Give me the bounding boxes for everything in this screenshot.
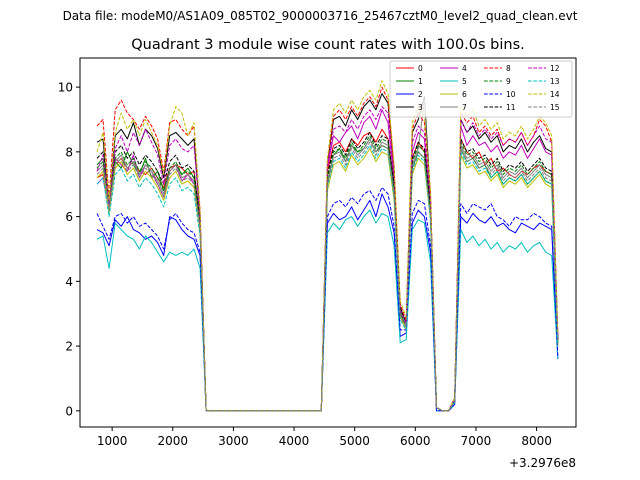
legend-label-13: 13 bbox=[550, 77, 560, 86]
y-tick-label: 10 bbox=[58, 81, 73, 95]
legend-label-6: 6 bbox=[462, 90, 467, 99]
legend-label-7: 7 bbox=[462, 103, 467, 112]
data-file-label: Data file: modeM0/AS1A09_085T02_90000037… bbox=[63, 9, 578, 23]
x-tick-label: 4000 bbox=[279, 434, 310, 448]
y-tick-label: 6 bbox=[65, 210, 73, 224]
y-tick-label: 0 bbox=[65, 404, 73, 418]
y-axis: 0 2 4 6 8 10 bbox=[58, 81, 80, 418]
x-tick-label: 2000 bbox=[157, 434, 188, 448]
y-tick-label: 4 bbox=[65, 275, 73, 289]
legend-label-12: 12 bbox=[550, 64, 560, 73]
legend-label-11: 11 bbox=[506, 103, 516, 112]
chart-title: Quadrant 3 module wise count rates with … bbox=[131, 37, 525, 53]
series-line-2 bbox=[96, 193, 559, 412]
legend-label-10: 10 bbox=[506, 90, 516, 99]
x-tick-label: 3000 bbox=[218, 434, 249, 448]
plot-frame bbox=[79, 57, 577, 428]
series-line-15 bbox=[96, 141, 559, 412]
x-tick-label: 7000 bbox=[461, 434, 492, 448]
series-line-10 bbox=[96, 187, 559, 412]
x-tick-label: 8000 bbox=[521, 434, 552, 448]
legend-label-4: 4 bbox=[462, 64, 467, 73]
series-line-12 bbox=[96, 106, 559, 412]
y-tick-label: 8 bbox=[65, 145, 73, 159]
series-line-5 bbox=[96, 209, 559, 412]
series-layer bbox=[96, 80, 559, 412]
x-axis: 1000 2000 3000 4000 5000 6000 7000 8000 bbox=[97, 427, 552, 448]
x-offset-label: +3.2976e8 bbox=[509, 456, 576, 470]
x-tick-label: 1000 bbox=[97, 434, 128, 448]
legend-frame bbox=[389, 60, 573, 118]
legend-label-8: 8 bbox=[506, 64, 511, 73]
legend-label-5: 5 bbox=[462, 77, 467, 86]
series-line-14 bbox=[96, 80, 559, 412]
legend-label-1: 1 bbox=[418, 77, 423, 86]
plot-background bbox=[80, 58, 576, 427]
y-tick-label: 2 bbox=[65, 340, 73, 354]
legend-label-0: 0 bbox=[418, 64, 423, 73]
x-tick-label: 5000 bbox=[339, 434, 370, 448]
x-tick-label: 6000 bbox=[400, 434, 431, 448]
legend-label-9: 9 bbox=[506, 77, 511, 86]
legend-label-14: 14 bbox=[550, 90, 560, 99]
series-line-11 bbox=[96, 131, 559, 412]
legend-label-2: 2 bbox=[418, 90, 423, 99]
plot-area: 1000 2000 3000 4000 5000 6000 7000 8000 0246810… bbox=[58, 57, 577, 470]
legend-label-3: 3 bbox=[418, 103, 423, 112]
legend-label-15: 15 bbox=[550, 103, 560, 112]
